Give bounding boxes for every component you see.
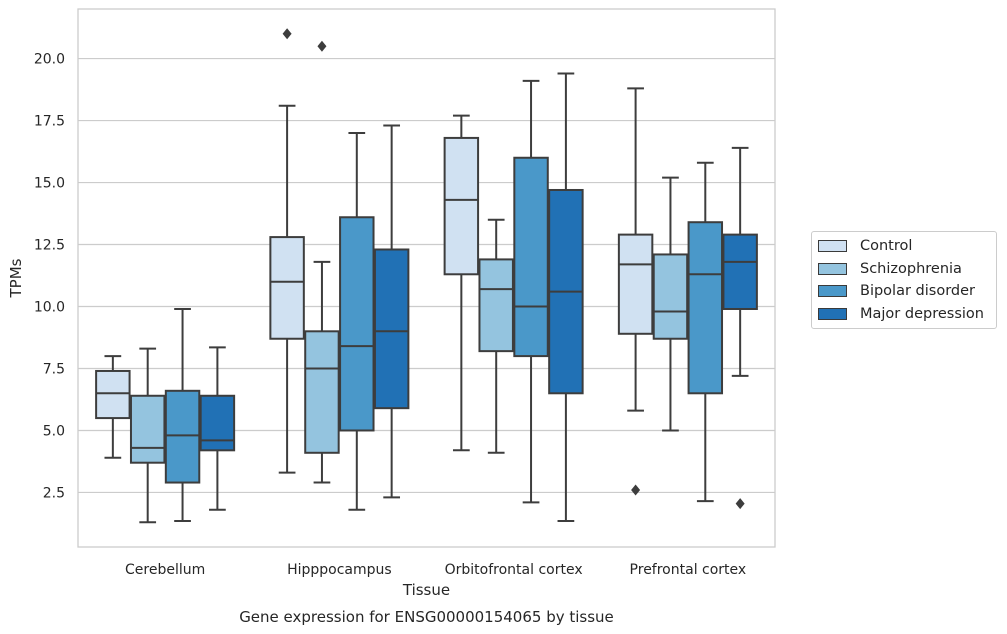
- box-bipolar-disorder: [687, 161, 724, 503]
- iqr-box: [373, 248, 410, 410]
- iqr-box: [513, 156, 549, 358]
- iqr-box: [687, 221, 724, 395]
- legend-label: Major depression: [860, 305, 984, 322]
- outlier-point: [282, 28, 292, 40]
- box-control: [443, 114, 480, 452]
- x-tick-label: Prefrontal cortex: [630, 562, 747, 578]
- box-major-depression: [722, 146, 758, 510]
- box-schizophrenia: [304, 40, 340, 484]
- box-major-depression: [373, 124, 410, 499]
- chart-title: Gene expression for ENSG00000154065 by t…: [239, 608, 614, 626]
- iqr-box: [652, 253, 689, 340]
- legend-item: Control: [812, 235, 996, 258]
- x-tick-label: Hipppocampus: [287, 562, 392, 578]
- plot-frame: [77, 8, 776, 548]
- iqr-box: [722, 233, 758, 310]
- y-axis-title: TPMs: [7, 258, 25, 298]
- iqr-box: [199, 394, 236, 452]
- y-tick-label: 2.5: [43, 485, 65, 501]
- legend-label: Schizophrenia: [860, 260, 962, 277]
- iqr-box: [304, 330, 340, 454]
- y-tick-label: 17.5: [34, 114, 65, 130]
- x-tick-label: Orbitofrontal cortex: [445, 562, 583, 578]
- iqr-box: [478, 258, 514, 353]
- outlier-point: [317, 40, 327, 52]
- chart-legend: Control Schizophrenia Bipolar disorder Majo…: [811, 231, 997, 329]
- x-tick-label: Cerebellum: [125, 562, 205, 578]
- x-axis-title: Tissue: [402, 581, 450, 599]
- y-tick-labels: 2.5 5.0 7.5 10.0 12.5 15.0 17.5 20.0: [34, 52, 65, 502]
- y-tick-label: 20.0: [34, 52, 65, 68]
- legend-swatch: [818, 307, 847, 320]
- box-major-depression: [199, 346, 236, 511]
- iqr-box: [269, 236, 305, 340]
- iqr-box: [443, 136, 480, 276]
- y-tick-label: 5.0: [43, 423, 65, 439]
- y-tick-label: 15.0: [34, 176, 65, 192]
- legend-swatch: [818, 285, 847, 298]
- y-tick-label: 10.0: [34, 300, 65, 316]
- box-control: [617, 87, 654, 496]
- box-schizophrenia: [129, 347, 166, 524]
- box-control: [269, 28, 305, 474]
- box-bipolar-disorder: [164, 307, 201, 522]
- iqr-box: [339, 216, 375, 432]
- legend-item: Major depression: [812, 303, 996, 326]
- legend-label: Control: [860, 238, 913, 255]
- iqr-box: [95, 369, 131, 420]
- box-plots: [95, 28, 758, 524]
- legend-item: Schizophrenia: [812, 258, 996, 281]
- y-tick-label: 7.5: [43, 361, 65, 377]
- box-schizophrenia: [652, 176, 689, 432]
- legend-swatch: [818, 262, 847, 275]
- box-major-depression: [548, 72, 584, 522]
- outlier-point: [735, 498, 745, 510]
- iqr-box: [164, 389, 201, 484]
- legend-label: Bipolar disorder: [860, 283, 975, 300]
- legend-swatch: [818, 240, 847, 253]
- legend-item: Bipolar disorder: [812, 280, 996, 303]
- box-control: [95, 355, 131, 459]
- iqr-box: [617, 233, 654, 335]
- y-tick-label: 12.5: [34, 238, 65, 254]
- iqr-box: [129, 394, 166, 464]
- box-bipolar-disorder: [513, 79, 549, 504]
- outlier-point: [631, 484, 641, 496]
- box-schizophrenia: [478, 218, 514, 454]
- x-tick-labels: Cerebellum Hipppocampus Orbitofrontal cort…: [125, 562, 746, 578]
- box-bipolar-disorder: [339, 131, 375, 511]
